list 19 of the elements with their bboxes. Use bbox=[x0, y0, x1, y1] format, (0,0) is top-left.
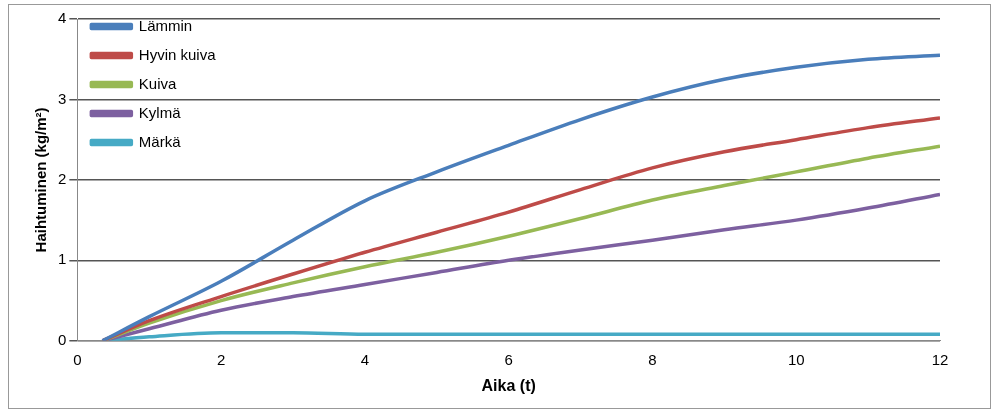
legend-label: Kylmä bbox=[138, 103, 182, 121]
legend-label: Hyvin kuiva bbox=[138, 45, 217, 63]
y-tick-label: 1 bbox=[58, 250, 67, 268]
x-tick-label: 8 bbox=[648, 350, 657, 368]
y-axis-title: Haihtuminen (kg/m²) bbox=[32, 107, 50, 253]
x-tick-label: 10 bbox=[787, 350, 805, 368]
x-axis-title: Aika (t) bbox=[481, 376, 536, 394]
legend-label: Märkä bbox=[138, 132, 182, 150]
x-tick-label: 12 bbox=[931, 350, 949, 368]
x-tick-label: 0 bbox=[73, 350, 82, 368]
x-tick-label: 2 bbox=[216, 350, 226, 368]
x-tick-label: 6 bbox=[504, 350, 513, 368]
legend-label: Lämmin bbox=[138, 16, 193, 34]
y-tick-label: 2 bbox=[58, 170, 67, 188]
y-tick-label: 3 bbox=[58, 89, 67, 107]
y-tick-label: 0 bbox=[58, 330, 67, 348]
y-tick-label: 4 bbox=[58, 9, 67, 27]
x-tick-label: 4 bbox=[360, 350, 370, 368]
legend-label: Kuiva bbox=[138, 74, 178, 92]
